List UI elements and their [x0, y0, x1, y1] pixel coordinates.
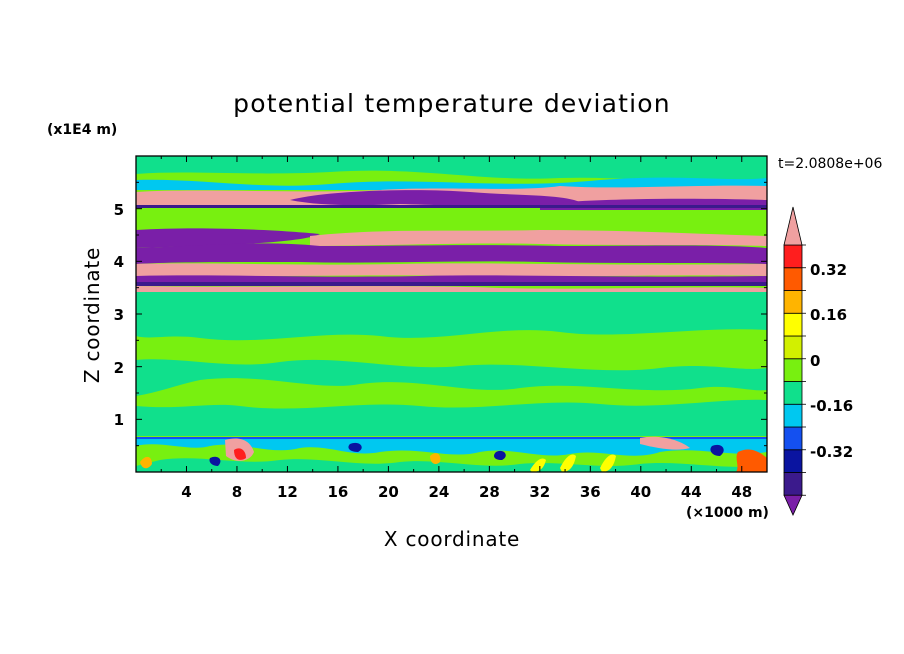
- colorbar-label: -0.16: [810, 397, 853, 415]
- colorbar-label: 0.16: [810, 306, 847, 324]
- colorbar-swatch: [783, 267, 803, 291]
- contour-region: [136, 228, 320, 248]
- x-tick-label: 8: [232, 483, 242, 501]
- colorbar-labels: 0.32 0.16 0 -0.16 -0.32: [810, 261, 853, 461]
- contour-region: [234, 448, 246, 460]
- colorbar: 0.32 0.16 0 -0.16 -0.32: [783, 206, 853, 516]
- colorbar-swatch: [783, 244, 803, 269]
- x-axis-label: X coordinate: [384, 527, 520, 551]
- contour-field: [136, 156, 767, 472]
- colorbar-swatch: [783, 449, 803, 473]
- y-unit-label: (x1E4 m): [47, 122, 117, 138]
- chart-title: potential temperature deviation: [233, 89, 671, 118]
- contour-region: [136, 378, 767, 409]
- contour-region: [640, 436, 690, 450]
- contour-region: [136, 292, 767, 341]
- axis-ticks: [135, 155, 768, 473]
- colorbar-swatch: [783, 335, 803, 360]
- y-tick-labels: 1 2 3 4 5: [114, 201, 124, 429]
- contour-region: [136, 156, 767, 190]
- x-tick-label: 32: [529, 483, 550, 501]
- contour-region: [310, 230, 767, 246]
- y-tick-label: 4: [114, 253, 124, 271]
- x-tick-label: 24: [428, 483, 449, 501]
- y-tick-label: 3: [114, 306, 124, 324]
- contour-line: [136, 437, 767, 439]
- contour-region: [136, 210, 767, 228]
- colorbar-label: 0.32: [810, 261, 847, 279]
- contour-region: [136, 177, 767, 190]
- y-tick-label: 5: [114, 201, 124, 219]
- y-tick-label: 2: [114, 359, 124, 377]
- contour-region: [136, 263, 767, 277]
- y-tick-label: 1: [114, 411, 124, 429]
- contour-line: [136, 205, 767, 208]
- x-tick-labels: 4 8 12 16 20 24 28 32 36 40 44 48: [181, 483, 752, 501]
- x-tick-label: 16: [327, 483, 348, 501]
- colorbar-lower-extension: [783, 494, 803, 516]
- contour-region: [136, 275, 767, 284]
- colorbar-label: -0.32: [810, 443, 853, 461]
- contour-region: [530, 454, 616, 472]
- x-tick-label: 12: [277, 483, 298, 501]
- colorbar-swatch: [783, 358, 803, 382]
- colorbar-label: 0: [810, 352, 820, 370]
- x-tick-label: 28: [479, 483, 500, 501]
- colorbar-swatch: [783, 312, 803, 337]
- colorbar-swatch: [783, 403, 803, 428]
- colorbar-swatch: [783, 426, 803, 451]
- colorbar-swatch: [783, 472, 803, 496]
- x-tick-label: 20: [378, 483, 399, 501]
- contour-region: [736, 449, 767, 472]
- x-tick-label: 44: [681, 483, 702, 501]
- x-unit-label: (×1000 m): [686, 505, 769, 521]
- contour-region: [136, 243, 767, 264]
- colorbar-swatch: [783, 290, 803, 314]
- contour-region: [290, 190, 580, 206]
- time-label: t=2.0808e+06: [778, 156, 882, 172]
- colorbar-upper-extension: [783, 206, 803, 246]
- x-tick-label: 48: [731, 483, 752, 501]
- x-tick-label: 4: [181, 483, 191, 501]
- colorbar-swatches: [783, 206, 806, 516]
- x-tick-label: 36: [580, 483, 601, 501]
- contour-region: [136, 286, 767, 292]
- x-tick-label: 40: [630, 483, 651, 501]
- y-axis-label: Z coordinate: [80, 247, 104, 383]
- colorbar-swatch: [783, 381, 803, 405]
- contour-region: [136, 282, 767, 286]
